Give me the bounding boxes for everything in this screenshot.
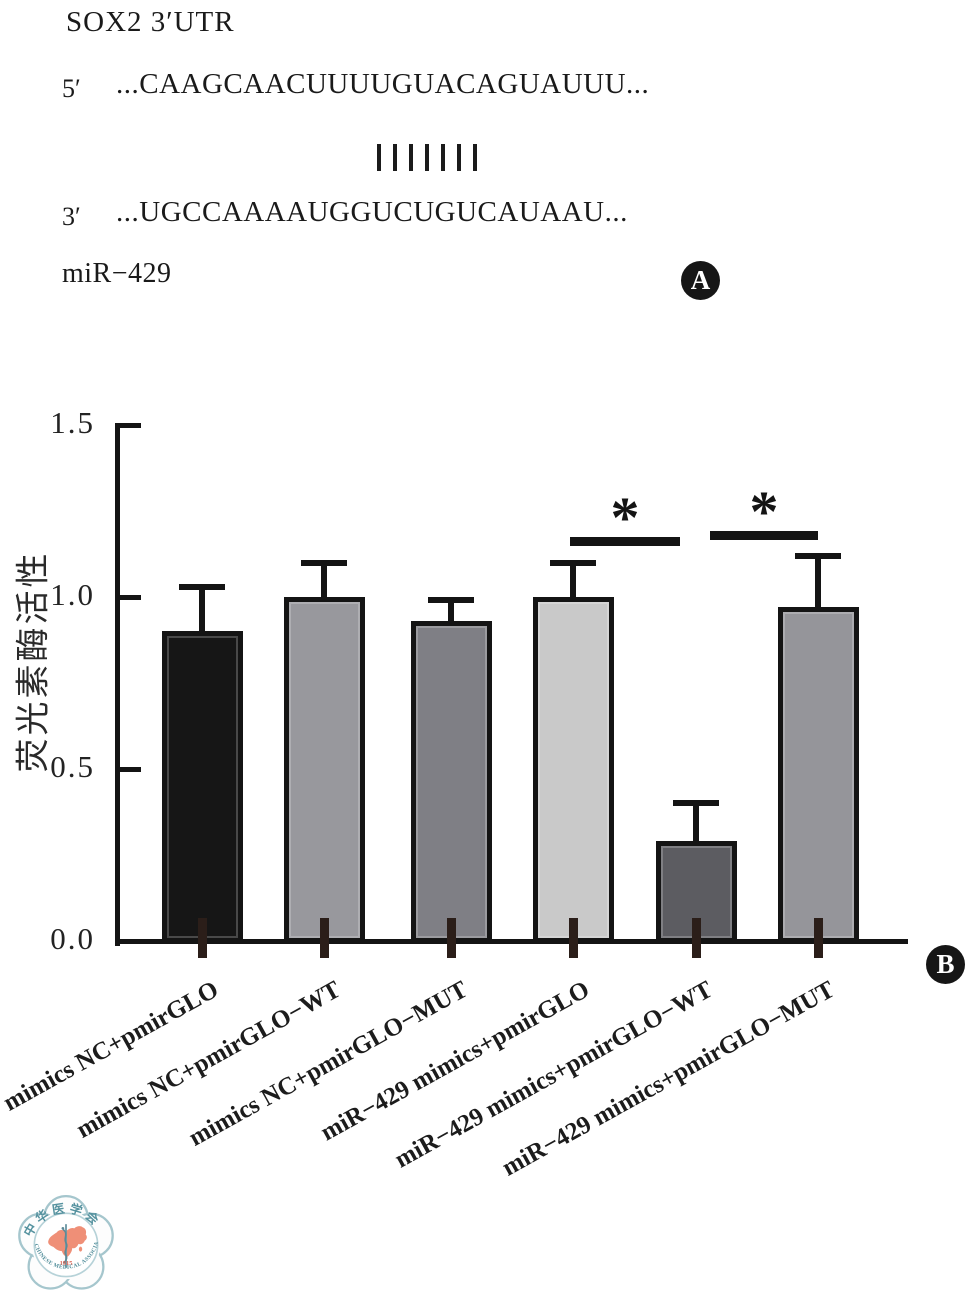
error-bar-cap (179, 583, 225, 590)
plum-blossom-outline (18, 1195, 114, 1290)
bar-6 (777, 607, 859, 943)
panel-a-badge: A (681, 261, 720, 300)
bar-2 (283, 597, 365, 943)
error-bar-stem (570, 562, 576, 605)
x-tick (446, 918, 456, 958)
bar-1 (161, 631, 243, 943)
china-map (48, 1226, 87, 1257)
error-bar-cap (301, 559, 347, 566)
x-tick (813, 918, 823, 958)
y-axis-line (115, 423, 120, 946)
pairing-bar (393, 144, 397, 171)
sox2-utr-title: SOX2 3′UTR (66, 6, 235, 38)
pairing-bar (457, 144, 461, 171)
significance-line (710, 531, 818, 540)
y-tick-label: 1.5 (50, 405, 95, 440)
five-prime-label: 5′ (62, 74, 81, 103)
error-bar-stem (693, 803, 699, 850)
utr-sequence: ...CAAGCAACUUUUGUACAGUAUUU... (116, 68, 650, 100)
error-bar-cap (428, 597, 474, 604)
significance-asterisk: * (749, 479, 779, 544)
error-bar-cap (673, 800, 719, 807)
error-bar-stem (321, 562, 327, 605)
cma-founding-year: 1915 (60, 1260, 73, 1267)
bar-4 (532, 597, 614, 943)
x-tick (319, 918, 329, 958)
panel-b-badge: B (926, 945, 965, 984)
y-tick (120, 595, 141, 600)
significance-line (570, 537, 680, 546)
taiwan-island (78, 1246, 83, 1252)
significance-asterisk: * (610, 485, 640, 550)
mirna-name-label: miR−429 (62, 258, 172, 289)
pairing-bar (377, 144, 381, 171)
y-tick-label: 0.5 (50, 749, 95, 784)
y-tick-label: 1.0 (50, 577, 95, 612)
cma-logo: 中华医学会 1915 CHINESE MEDICAL ASSOCIATION (14, 1192, 114, 1290)
y-tick (120, 423, 141, 428)
pairing-bar (409, 144, 413, 171)
x-axis-line (115, 939, 908, 944)
pairing-bar (425, 144, 429, 171)
x-tick (568, 918, 578, 958)
pairing-bar (473, 144, 477, 171)
error-bar-cap (550, 559, 596, 566)
bar-3 (410, 621, 492, 943)
mirna-sequence: ...UGCCAAAAUGGUCUGUCAUAAU... (116, 196, 628, 228)
y-tick (120, 767, 141, 772)
base-pairing-bars (377, 144, 477, 171)
x-tick (197, 918, 207, 958)
pairing-bar (441, 144, 445, 171)
y-axis-title: 荧光素酶活性 (15, 550, 53, 773)
error-bar-stem (199, 586, 205, 640)
three-prime-label: 3′ (62, 202, 81, 231)
y-tick-label: 0.0 (50, 921, 95, 956)
error-bar-stem (448, 600, 454, 630)
error-bar-stem (815, 555, 821, 616)
x-tick (691, 918, 701, 958)
error-bar-cap (795, 552, 841, 559)
asclepius-staff-icon (61, 1224, 68, 1268)
